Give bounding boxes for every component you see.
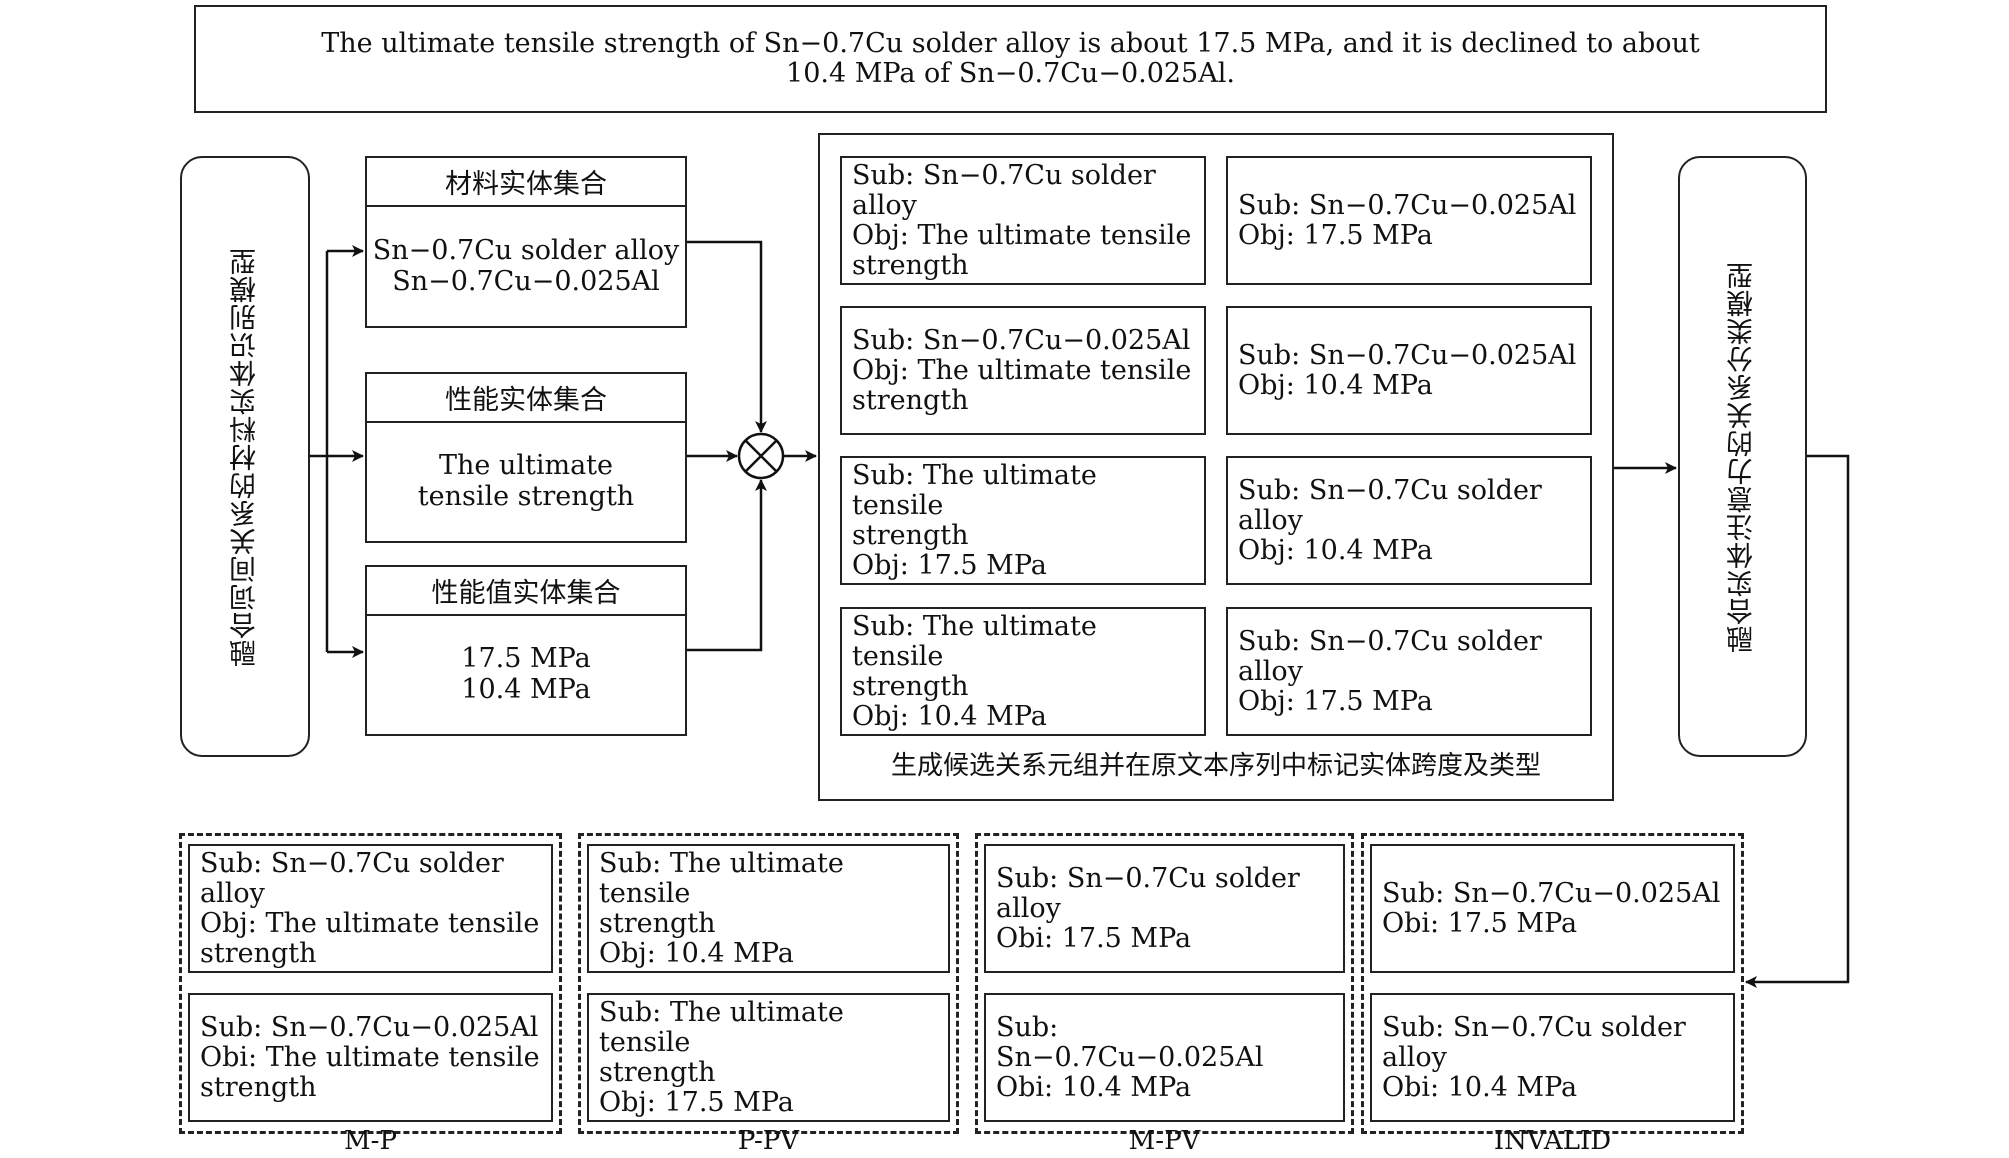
relation-tuple: Sub: Sn−0.7Cu solder alloy Obj: 17.5 MPa bbox=[1226, 607, 1592, 736]
tuple-line: Sub: Sn−0.7Cu−0.025Al bbox=[1382, 877, 1721, 909]
relation-tuple: Sub: The ultimate tensile strength Obj: 10… bbox=[840, 607, 1206, 736]
property-entity-set: 性能实体集合 The ultimate tensile strength bbox=[365, 372, 687, 543]
set-title: 性能实体集合 bbox=[367, 374, 685, 423]
tuple-line: Sub: Sn−0.7Cu−0.025Al bbox=[1238, 189, 1577, 221]
entity: The ultimate bbox=[439, 450, 613, 481]
tuple-line: Obi: 10.4 MPa bbox=[1382, 1071, 1578, 1103]
tuple-line: Obi: The ultimate tensile bbox=[200, 1041, 540, 1073]
tuple-line: Sub: Sn−0.7Cu solder alloy bbox=[996, 862, 1300, 924]
relation-tuple: Sub: The ultimate tensile strength Obj: 17… bbox=[587, 993, 950, 1122]
tuple-line: Obj: 10.4 MPa bbox=[1238, 369, 1433, 401]
tuple-line: Sub: The ultimate tensile bbox=[852, 459, 1097, 521]
tuple-line: Obj: The ultimate tensile bbox=[200, 907, 540, 939]
relation-group-m-pv bbox=[975, 833, 1354, 1134]
tuple-line: Sub: Sn−0.7Cu solder alloy bbox=[200, 847, 504, 909]
combine-operator-icon bbox=[737, 432, 785, 480]
tuple-line: Obj: 10.4 MPa bbox=[852, 700, 1047, 732]
arrow-value-to-op bbox=[687, 479, 767, 652]
relation-tuple: Sub: Sn−0.7Cu−0.025Al Obi: The ultimate t… bbox=[188, 993, 553, 1122]
relation-tuple: Sub: Sn−0.7Cu solder alloy Obi: 10.4 MPa bbox=[1370, 993, 1735, 1122]
set-title: 材料实体集合 bbox=[367, 158, 685, 207]
tuple-line: strength bbox=[200, 937, 317, 969]
tuple-line: Obj: 10.4 MPa bbox=[1238, 534, 1433, 566]
tuple-line: strength bbox=[599, 907, 716, 939]
tuple-line: Sub: Sn−0.7Cu solder alloy bbox=[1238, 625, 1542, 687]
relation-tuple: Sub: The ultimate tensile strength Obj: 17… bbox=[840, 456, 1206, 585]
tuple-line: Sub: Sn−0.7Cu−0.025Al bbox=[996, 1011, 1264, 1073]
tuple-line: Obi: 10.4 MPa bbox=[996, 1071, 1192, 1103]
relation-tuple: Sub: Sn−0.7Cu−0.025Al Obj: The ultimate t… bbox=[840, 306, 1206, 435]
set-title: 性能值实体集合 bbox=[367, 567, 685, 616]
tuple-line: Sub: Sn−0.7Cu solder alloy bbox=[852, 159, 1156, 221]
relation-tuple: Sub: The ultimate tensile strength Obj: 10… bbox=[587, 844, 950, 973]
relation-tuple: Sub: Sn−0.7Cu solder alloy Obj: 10.4 MPa bbox=[1226, 456, 1592, 585]
tuple-line: Sub: Sn−0.7Cu−0.025Al bbox=[200, 1011, 539, 1043]
value-entity-set: 性能值实体集合 17.5 MPa 10.4 MPa bbox=[365, 565, 687, 736]
tuple-line: Sub: Sn−0.7Cu solder alloy bbox=[1238, 474, 1542, 536]
entity: Sn−0.7Cu−0.025Al bbox=[392, 265, 660, 297]
entity: tensile strength bbox=[417, 481, 635, 512]
tuple-line: Obj: 10.4 MPa bbox=[599, 937, 794, 969]
sentence-line: The ultimate tensile strength of Sn−0.7C… bbox=[321, 28, 1700, 59]
group-label: M-PV bbox=[1128, 1126, 1201, 1156]
relation-tuple: Sub: Sn−0.7Cu solder alloy Obi: 17.5 MPa bbox=[984, 844, 1345, 973]
material-entity-set: 材料实体集合 Sn−0.7Cu solder alloy Sn−0.7Cu−0.0… bbox=[365, 156, 687, 328]
arrow-material-to-op bbox=[687, 240, 767, 433]
tuple-line: Obj: 17.5 MPa bbox=[1238, 219, 1433, 251]
group-label: P-PV bbox=[737, 1126, 800, 1156]
tuple-line: strength bbox=[200, 1071, 317, 1103]
entity: 10.4 MPa bbox=[461, 674, 591, 705]
ner-model-label: 融合词间关系的材料实体识别模型 bbox=[229, 246, 261, 667]
input-sentence-box: The ultimate tensile strength of Sn−0.7C… bbox=[194, 5, 1827, 113]
tuple-line: Sub: Sn−0.7Cu−0.025Al bbox=[852, 324, 1191, 356]
tuple-line: Sub: The ultimate tensile bbox=[599, 996, 844, 1058]
tuple-line: Obi: 17.5 MPa bbox=[1382, 907, 1578, 939]
relation-tuple: Sub: Sn−0.7Cu−0.025Al Obi: 17.5 MPa bbox=[1370, 844, 1735, 973]
relation-group-m-p bbox=[179, 833, 562, 1134]
relation-group-invalid bbox=[1361, 833, 1744, 1134]
tuple-line: strength bbox=[852, 670, 969, 702]
tuple-line: Obj: The ultimate tensile bbox=[852, 219, 1192, 251]
tuple-line: strength bbox=[852, 249, 969, 281]
sentence-line: 10.4 MPa of Sn−0.7Cu−0.025Al. bbox=[786, 58, 1235, 89]
tuple-line: Sub: The ultimate tensile bbox=[852, 610, 1097, 672]
entity: 17.5 MPa bbox=[461, 643, 591, 674]
relation-tuple: Sub: Sn−0.7Cu−0.025Al Obj: 17.5 MPa bbox=[1226, 156, 1592, 285]
relation-tuple: Sub: Sn−0.7Cu−0.025Al Obi: 10.4 MPa bbox=[984, 993, 1345, 1122]
tuple-line: strength bbox=[852, 384, 969, 416]
tuple-line: Sub: Sn−0.7Cu solder alloy bbox=[1382, 1011, 1686, 1073]
ner-model-box: 融合词间关系的材料实体识别模型 bbox=[180, 156, 310, 757]
tuple-line: Sub: Sn−0.7Cu−0.025Al bbox=[1238, 339, 1577, 371]
tuple-line: Obj: 17.5 MPa bbox=[852, 549, 1047, 581]
arrow-re-to-groups bbox=[1745, 454, 1850, 988]
tuple-line: strength bbox=[599, 1056, 716, 1088]
re-model-box: 融合实体注意力的关系分类模型 bbox=[1678, 156, 1807, 757]
tuple-line: Obj: 17.5 MPa bbox=[599, 1086, 794, 1118]
group-label: M-P bbox=[344, 1126, 397, 1156]
relation-tuple: Sub: Sn−0.7Cu−0.025Al Obj: 10.4 MPa bbox=[1226, 306, 1592, 435]
relation-group-p-pv bbox=[578, 833, 959, 1134]
tuple-line: Obi: 17.5 MPa bbox=[996, 922, 1192, 954]
entity: Sn−0.7Cu solder alloy bbox=[372, 234, 680, 266]
relation-tuple: Sub: Sn−0.7Cu solder alloy Obj: The ultim… bbox=[188, 844, 553, 973]
tuple-line: Obj: The ultimate tensile bbox=[852, 354, 1192, 386]
candidates-caption: 生成候选关系元组并在原文本序列中标记实体跨度及类型 bbox=[890, 751, 1541, 781]
group-label: INVALID bbox=[1493, 1126, 1612, 1156]
relation-tuple: Sub: Sn−0.7Cu solder alloy Obj: The ultim… bbox=[840, 156, 1206, 285]
tuple-line: Obj: 17.5 MPa bbox=[1238, 685, 1433, 717]
re-model-label: 融合实体注意力的关系分类模型 bbox=[1727, 260, 1758, 653]
tuple-line: Sub: The ultimate tensile bbox=[599, 847, 844, 909]
tuple-line: strength bbox=[852, 519, 969, 551]
